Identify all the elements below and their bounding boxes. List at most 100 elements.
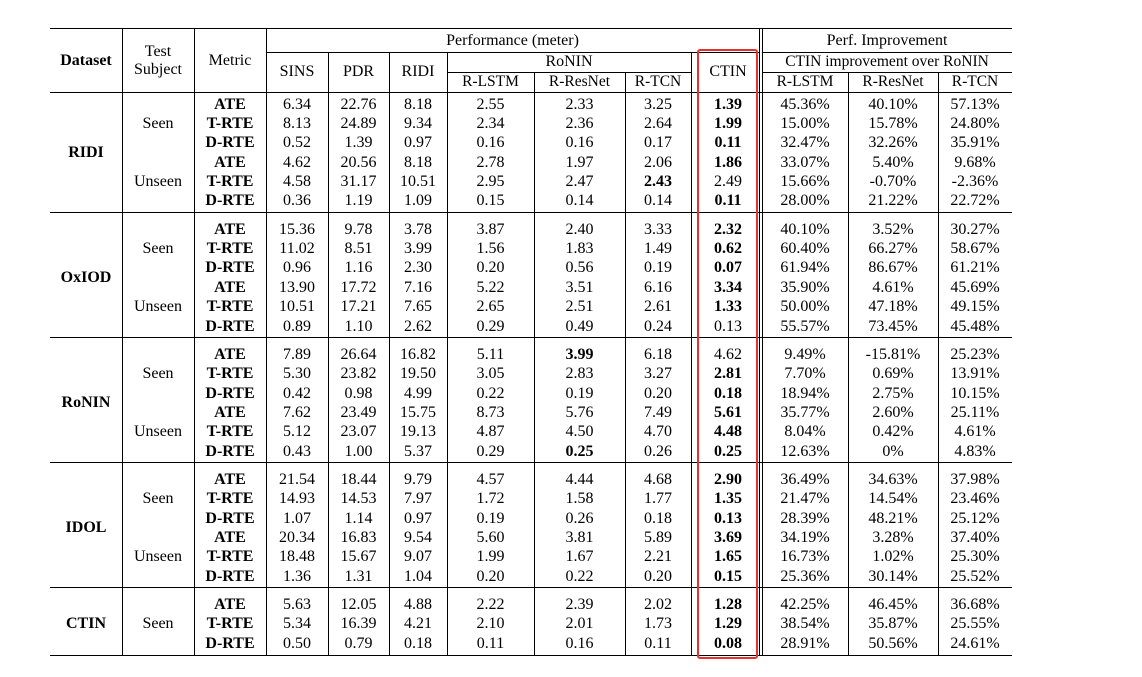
table-cell: 5.12 bbox=[283, 423, 311, 441]
table-cell: 1.28 bbox=[714, 596, 742, 614]
table-cell: 8.18 bbox=[404, 153, 432, 171]
table-cell: 9.07 bbox=[404, 548, 432, 566]
table-cell: 73.45% bbox=[868, 317, 918, 335]
table-cell: 1.39 bbox=[344, 134, 373, 152]
column-separator bbox=[328, 52, 329, 214]
table-cell: 2.01 bbox=[565, 615, 594, 633]
column-separator bbox=[938, 337, 939, 464]
dataset-label: RoNIN bbox=[61, 394, 111, 412]
table-cell: 23.07 bbox=[340, 423, 377, 441]
test-subject-label: Seen bbox=[142, 365, 174, 383]
table-cell: 22.72% bbox=[950, 192, 1000, 210]
table-cell: 32.47% bbox=[780, 134, 830, 152]
table-cell: 3.99 bbox=[565, 345, 594, 363]
header-ronin: RoNIN bbox=[545, 53, 593, 70]
column-separator bbox=[194, 28, 195, 214]
table-cell: 4.62 bbox=[714, 345, 742, 363]
metric-label: ATE bbox=[214, 596, 246, 614]
column-separator bbox=[938, 212, 939, 339]
test-subject-label: Seen bbox=[142, 240, 174, 258]
metric-label: T-RTE bbox=[206, 240, 254, 258]
table-cell: 15.36 bbox=[279, 220, 315, 238]
column-separator bbox=[625, 337, 626, 464]
table-cell: 0.42 bbox=[283, 384, 311, 402]
table-cell: 0.16 bbox=[565, 634, 594, 652]
table-cell: 3.25 bbox=[644, 95, 672, 113]
table-cell: 38.54% bbox=[780, 615, 830, 633]
table-cell: 2.51 bbox=[565, 298, 594, 316]
table-cell: 0.15 bbox=[476, 192, 505, 210]
table-cell: 15.75 bbox=[400, 403, 436, 421]
table-cell: 0.96 bbox=[283, 259, 311, 277]
top-rule bbox=[50, 28, 1012, 29]
table-cell: 21.47% bbox=[780, 490, 830, 508]
table-cell: 0.52 bbox=[283, 134, 311, 152]
table-cell: 60.40% bbox=[780, 240, 830, 258]
dataset-separator bbox=[50, 462, 1012, 464]
table-cell: 0.15 bbox=[714, 567, 742, 585]
column-separator bbox=[389, 462, 390, 589]
table-cell: 7.97 bbox=[404, 490, 432, 508]
column-separator bbox=[938, 72, 939, 214]
header-imp-r-tcn: R-TCN bbox=[951, 73, 999, 91]
table-cell: 1.00 bbox=[344, 442, 373, 460]
table-cell: 31.17 bbox=[340, 173, 377, 191]
table-cell: 4.61% bbox=[954, 423, 996, 441]
column-separator bbox=[691, 462, 692, 589]
table-cell: 0.50 bbox=[283, 634, 311, 652]
column-separator bbox=[447, 587, 448, 656]
column-separator bbox=[328, 587, 329, 656]
header-dataset: Dataset bbox=[60, 52, 112, 69]
table-cell: 4.70 bbox=[644, 423, 672, 441]
table-cell: 8.73 bbox=[476, 403, 505, 421]
metric-label: ATE bbox=[214, 529, 246, 547]
column-separator bbox=[122, 337, 123, 464]
column-separator bbox=[447, 337, 448, 464]
table-cell: 3.87 bbox=[476, 220, 505, 238]
table-cell: 1.39 bbox=[714, 95, 742, 113]
column-separator bbox=[194, 212, 195, 339]
table-cell: 49.15% bbox=[950, 298, 1000, 316]
table-cell: 3.81 bbox=[565, 529, 594, 547]
table-cell: 0.20 bbox=[476, 259, 505, 277]
table-cell: 66.27% bbox=[868, 240, 918, 258]
column-separator bbox=[691, 337, 692, 464]
table-cell: 30.27% bbox=[950, 220, 1000, 238]
header-r-lstm: R-LSTM bbox=[462, 73, 519, 91]
table-cell: 4.58 bbox=[283, 173, 311, 191]
column-separator bbox=[122, 462, 123, 589]
column-separator bbox=[691, 212, 692, 339]
column-separator bbox=[266, 462, 267, 589]
column-separator bbox=[194, 587, 195, 656]
table-cell: 12.05 bbox=[340, 596, 377, 614]
table-cell: 0.49 bbox=[565, 317, 594, 335]
test-subject-label: Seen bbox=[142, 615, 174, 633]
table-cell: 23.49 bbox=[340, 403, 377, 421]
table-cell: 0.11 bbox=[644, 634, 672, 652]
table-cell: 24.80% bbox=[950, 115, 1000, 133]
table-cell: 4.83% bbox=[954, 442, 996, 460]
table-cell: 0.19 bbox=[565, 384, 594, 402]
table-cell: 24.61% bbox=[950, 634, 1000, 652]
table-cell: 7.70% bbox=[784, 365, 826, 383]
table-cell: 4.44 bbox=[565, 470, 594, 488]
table-cell: 47.18% bbox=[868, 298, 918, 316]
table-cell: 2.90 bbox=[714, 470, 742, 488]
metric-label: D-RTE bbox=[205, 192, 255, 210]
column-separator bbox=[759, 28, 763, 214]
table-cell: 5.34 bbox=[283, 615, 311, 633]
table-cell: 9.49% bbox=[784, 345, 826, 363]
metric-label: T-RTE bbox=[206, 298, 254, 316]
table-cell: 0.62 bbox=[714, 240, 742, 258]
metric-label: ATE bbox=[214, 403, 246, 421]
table-cell: 3.51 bbox=[565, 278, 594, 296]
column-separator bbox=[691, 587, 692, 656]
table-cell: 14.53 bbox=[340, 490, 377, 508]
column-separator bbox=[447, 462, 448, 589]
table-cell: 5.89 bbox=[644, 529, 672, 547]
table-cell: 35.91% bbox=[950, 134, 1000, 152]
table-cell: 1.35 bbox=[714, 490, 742, 508]
table-cell: 3.33 bbox=[644, 220, 672, 238]
table-cell: 7.89 bbox=[283, 345, 311, 363]
column-separator bbox=[122, 212, 123, 339]
